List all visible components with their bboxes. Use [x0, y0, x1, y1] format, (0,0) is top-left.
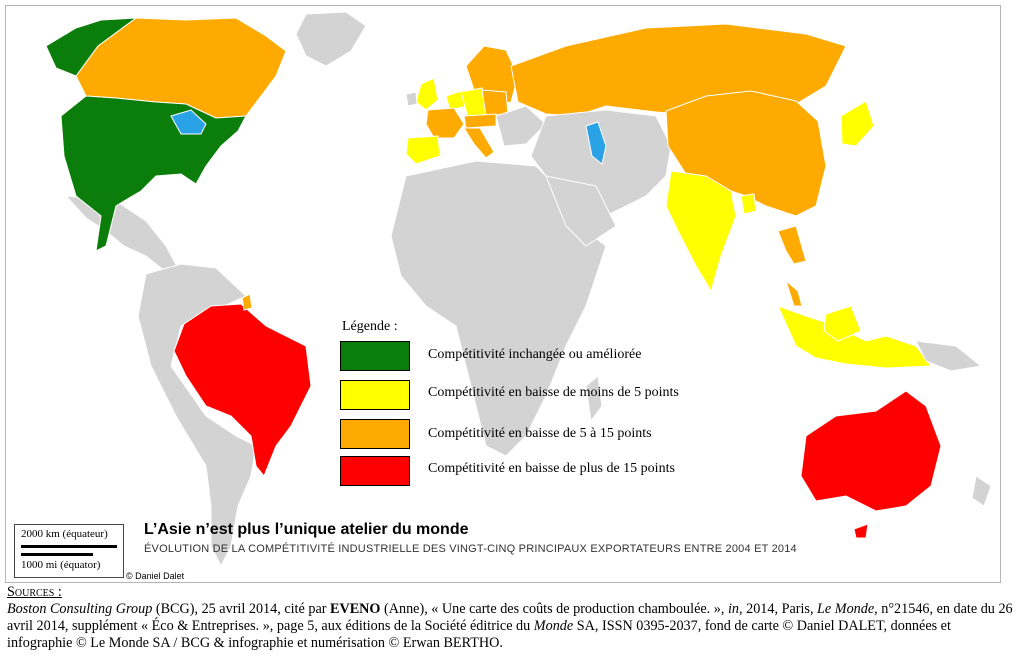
map-frame: Légende : Compétitivité inchangée ou amé…	[5, 5, 1001, 583]
balkans-eastern-europe	[495, 105, 547, 147]
greenland	[295, 11, 367, 67]
italy	[463, 127, 495, 159]
spain	[405, 135, 441, 165]
malaysia	[785, 279, 803, 307]
bangladesh	[740, 193, 757, 215]
sources-paper: Le Monde	[817, 601, 875, 617]
sources-text-2: (Anne), « Une carte des coûts de product…	[380, 601, 728, 617]
korea-japan	[840, 100, 875, 147]
arabia	[545, 175, 617, 247]
scale-km-label: 2000 km (équateur)	[21, 528, 108, 540]
poland-czech	[481, 89, 509, 117]
sources-text: Boston Consulting Group (BCG), 25 avril …	[7, 601, 1019, 652]
scale-mi-bar	[21, 553, 93, 556]
legend-swatch-orange	[340, 419, 410, 449]
brazil	[173, 303, 312, 477]
new-zealand	[971, 475, 992, 507]
mexico-central-america	[64, 195, 179, 273]
madagascar	[585, 375, 603, 423]
india	[665, 170, 737, 293]
sources-text-3: , 2014, Paris,	[739, 601, 818, 617]
france	[425, 107, 465, 139]
ireland	[405, 91, 418, 107]
legend-swatch-green	[340, 341, 410, 371]
sources-text-4: , n°21546, en date du 26 avril 2014, sup…	[7, 601, 1013, 634]
australia	[800, 390, 942, 512]
south-america-grey	[137, 263, 257, 568]
sources-heading: Sources :	[7, 584, 62, 600]
sources-paper-2: Monde	[533, 618, 574, 634]
scale-mi-label: 1000 mi (équator)	[21, 559, 101, 571]
great-lakes	[170, 109, 207, 135]
borneo	[823, 305, 862, 342]
thailand	[777, 225, 807, 265]
uk	[415, 77, 439, 111]
tasmania	[853, 523, 869, 539]
map-credit: © Daniel Dalet	[126, 571, 185, 581]
sources-text-5: SA, ISSN 0395-2037, fond de carte © Dani…	[7, 618, 951, 651]
map-subtitle: ÉVOLUTION DE LA COMPÉTITIVITÉ INDUSTRIEL…	[144, 543, 797, 555]
world-map	[45, 11, 992, 568]
legend-label-green: Compétitivité inchangée ou améliorée	[428, 347, 642, 362]
sources-author: EVENO	[330, 601, 381, 617]
scale-km-bar	[21, 545, 117, 548]
legend-label-orange: Compétitivité en baisse de 5 à 15 points	[428, 426, 652, 441]
french-guiana	[241, 293, 253, 311]
legend-label-red: Compétitivité en baisse de plus de 15 po…	[428, 461, 675, 476]
switzerland-austria	[463, 113, 497, 129]
map-title: L’Asie n’est plus l’unique atelier du mo…	[144, 521, 469, 538]
legend-label-yellow: Compétitivité en baisse de moins de 5 po…	[428, 385, 679, 400]
new-guinea	[915, 340, 983, 372]
sources-text-1: (BCG), 25 avril 2014, cité par	[152, 601, 331, 617]
caspian-sea	[585, 121, 607, 165]
legend-title: Légende :	[342, 319, 398, 334]
alaska	[45, 17, 138, 77]
sources-block: Sources : Boston Consulting Group (BCG),…	[7, 584, 1019, 652]
sources-publisher: Boston Consulting Group	[7, 601, 153, 617]
legend-swatch-yellow	[340, 380, 410, 410]
scale-box: 2000 km (équateur) 1000 mi (équator)	[14, 524, 124, 578]
legend-swatch-red	[340, 456, 410, 486]
usa	[60, 95, 247, 252]
sources-in: in	[727, 601, 739, 617]
